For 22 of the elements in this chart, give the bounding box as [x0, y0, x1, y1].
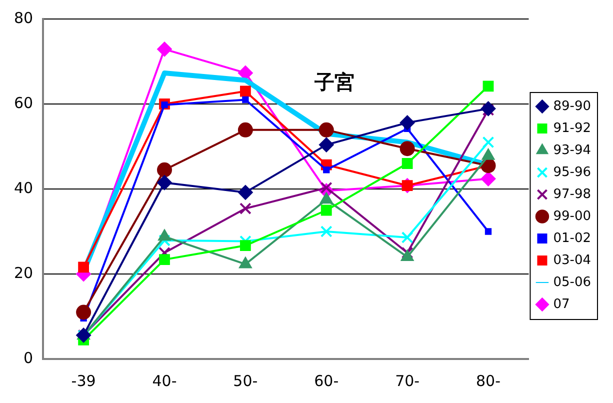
- legend-label: 91-92: [553, 120, 592, 136]
- legend-label: 01-02: [553, 230, 592, 246]
- y-tick-label: 40: [14, 178, 34, 197]
- x-tick-label: 60-: [314, 372, 339, 390]
- legend-label: 95-96: [553, 164, 592, 180]
- x-tick-label: 40-: [152, 372, 177, 390]
- legend-label: 97-98: [553, 186, 592, 202]
- x-tick-label: 50-: [233, 372, 258, 390]
- y-tick-label: 0: [24, 348, 34, 367]
- legend-label: 03-04: [553, 252, 592, 268]
- x-tick-label: -39: [71, 372, 96, 390]
- y-tick-label: 20: [14, 264, 34, 282]
- legend-label: 89-90: [553, 98, 592, 114]
- y-tick-label: 60: [14, 94, 34, 112]
- legend-label: 07: [553, 296, 570, 312]
- legend-label: 93-94: [553, 142, 592, 158]
- text: 子宮: [313, 70, 354, 94]
- legend-label: 99-00: [553, 208, 592, 224]
- legend-label: 05-06: [553, 274, 592, 290]
- y-tick-label: 80: [14, 8, 34, 27]
- x-tick-label: 80-: [476, 372, 501, 390]
- x-tick-label: 70-: [395, 372, 420, 390]
